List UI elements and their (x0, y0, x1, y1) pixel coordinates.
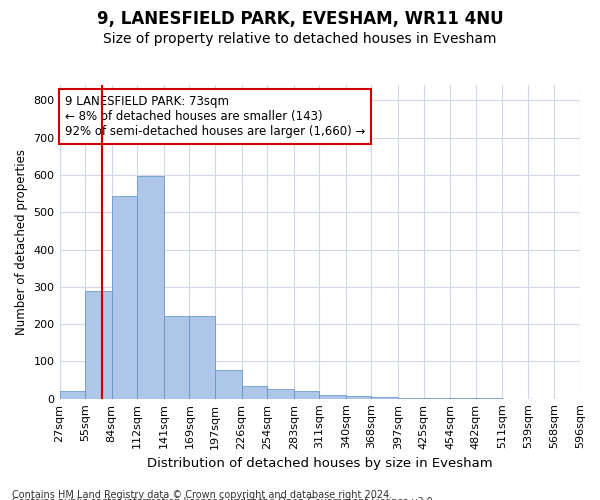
Text: Contains HM Land Registry data © Crown copyright and database right 2024.: Contains HM Land Registry data © Crown c… (12, 490, 392, 500)
Bar (85, 290, 112, 399)
Bar (137, 176, 164, 398)
Text: Contains public sector information licensed under the Open Government Licence v3: Contains public sector information licen… (12, 497, 436, 500)
Bar (59, 391, 85, 398)
Bar (294, 391, 319, 398)
Y-axis label: Number of detached properties: Number of detached properties (15, 149, 28, 335)
Bar (190, 316, 215, 398)
Bar (319, 395, 346, 398)
Bar (215, 370, 242, 398)
Text: 9, LANESFIELD PARK, EVESHAM, WR11 4NU: 9, LANESFIELD PARK, EVESHAM, WR11 4NU (97, 10, 503, 28)
Bar (112, 196, 137, 398)
Text: Size of property relative to detached houses in Evesham: Size of property relative to detached ho… (103, 32, 497, 46)
Bar (164, 316, 190, 398)
Bar (267, 390, 294, 398)
Bar (371, 397, 398, 398)
Bar (242, 386, 267, 398)
Text: 9 LANESFIELD PARK: 73sqm
← 8% of detached houses are smaller (143)
92% of semi-d: 9 LANESFIELD PARK: 73sqm ← 8% of detache… (65, 95, 365, 138)
X-axis label: Distribution of detached houses by size in Evesham: Distribution of detached houses by size … (147, 457, 493, 470)
Bar (346, 396, 371, 398)
